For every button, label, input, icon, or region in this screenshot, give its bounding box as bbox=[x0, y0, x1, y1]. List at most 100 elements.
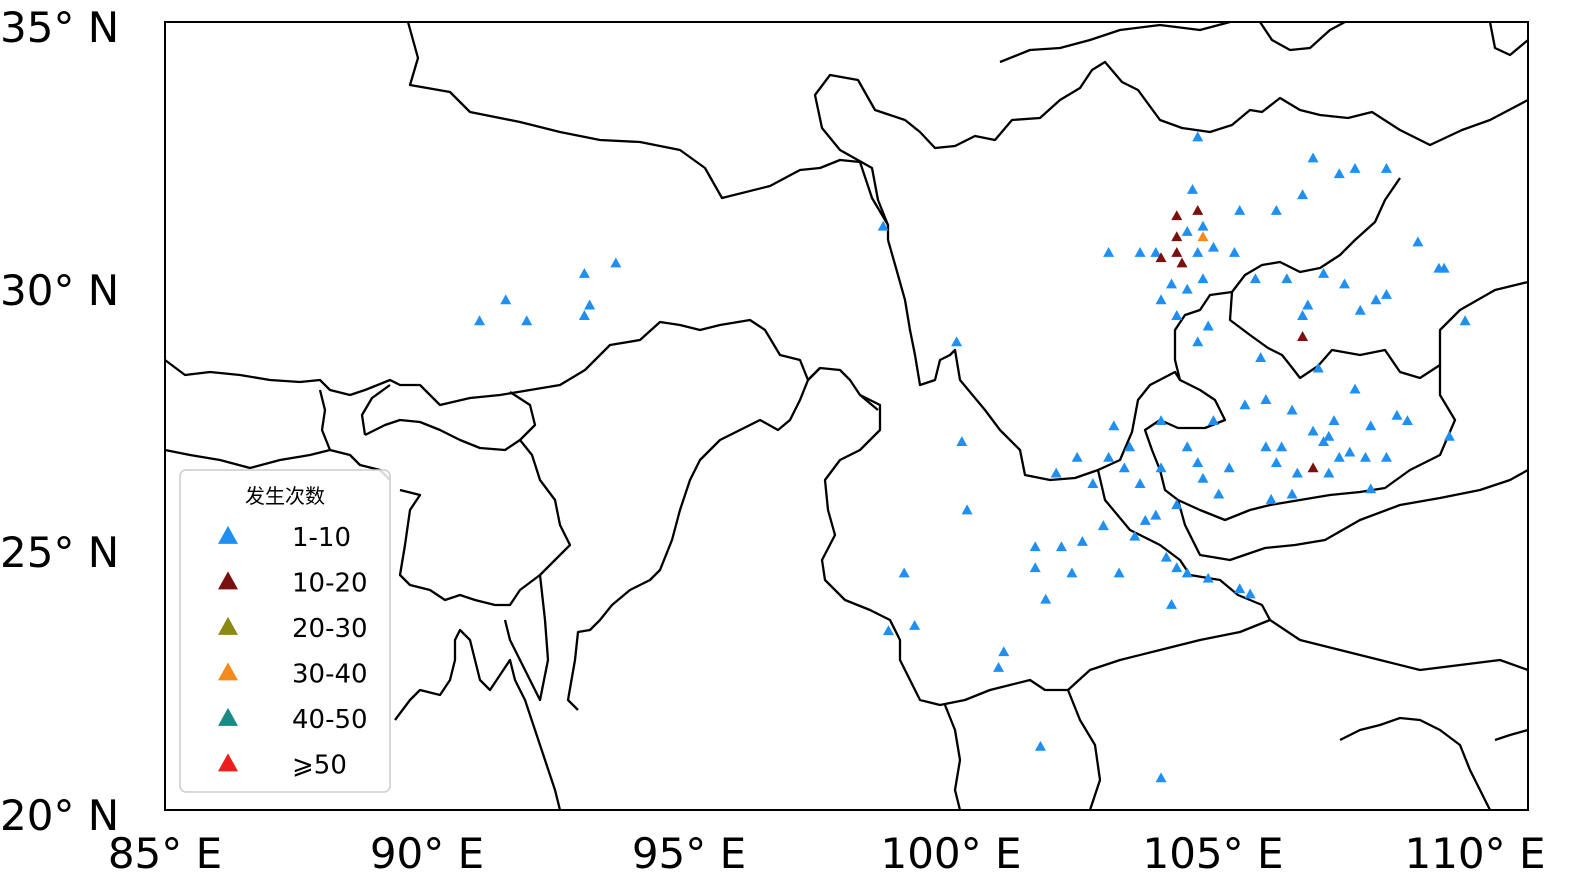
event-marker bbox=[951, 336, 963, 347]
event-marker bbox=[1202, 320, 1214, 331]
legend-item-label: 40-50 bbox=[292, 705, 368, 735]
event-marker bbox=[1192, 131, 1204, 142]
event-marker bbox=[1181, 225, 1193, 236]
triangle-icon bbox=[218, 571, 238, 590]
event-marker bbox=[1349, 162, 1361, 173]
event-marker bbox=[1171, 231, 1183, 242]
legend-item-label: ⩾50 bbox=[292, 751, 347, 781]
border-bhutan bbox=[364, 391, 537, 452]
event-marker bbox=[1202, 572, 1214, 583]
event-marker bbox=[1155, 294, 1167, 305]
triangle-icon bbox=[218, 753, 238, 772]
event-marker bbox=[1438, 262, 1450, 273]
event-marker bbox=[1297, 310, 1309, 320]
event-marker bbox=[1391, 409, 1403, 420]
event-marker bbox=[1034, 740, 1046, 751]
event-marker bbox=[1443, 430, 1455, 441]
event-marker bbox=[1171, 247, 1183, 257]
event-marker bbox=[578, 268, 590, 278]
event-marker bbox=[1186, 183, 1198, 194]
event-marker bbox=[1197, 231, 1209, 242]
border-bhutan-west bbox=[360, 384, 391, 436]
y-tick-label: 20° N bbox=[0, 791, 119, 840]
event-marker bbox=[1255, 352, 1267, 362]
event-marker bbox=[1333, 168, 1345, 179]
event-marker bbox=[1129, 530, 1141, 541]
event-marker bbox=[1150, 247, 1162, 257]
event-marker bbox=[1197, 273, 1209, 284]
event-marker bbox=[993, 662, 1005, 672]
event-marker bbox=[1181, 441, 1193, 452]
legend-box bbox=[179, 469, 391, 793]
border-north-ningxia bbox=[1259, 20, 1346, 52]
event-marker bbox=[1333, 451, 1345, 462]
event-marker bbox=[1223, 462, 1235, 473]
event-marker bbox=[1365, 420, 1377, 431]
event-marker bbox=[1166, 278, 1178, 289]
coastline-bay bbox=[394, 628, 562, 811]
event-marker bbox=[1276, 441, 1288, 452]
border-india-east bbox=[566, 379, 810, 711]
event-marker bbox=[1150, 509, 1162, 520]
x-tick-label: 105° E bbox=[1142, 829, 1283, 877]
event-marker bbox=[578, 310, 590, 320]
event-marker bbox=[1234, 583, 1246, 594]
event-marker bbox=[1281, 273, 1293, 284]
event-marker bbox=[1344, 446, 1356, 457]
event-marker bbox=[1155, 415, 1167, 426]
event-marker bbox=[1134, 478, 1146, 489]
event-marker bbox=[1197, 472, 1209, 483]
legend-item-label: 1-10 bbox=[292, 523, 351, 553]
event-marker bbox=[1323, 430, 1335, 441]
event-marker bbox=[1171, 210, 1183, 221]
border-north-east bbox=[999, 20, 1231, 64]
event-marker bbox=[1270, 204, 1282, 215]
x-tick-label: 100° E bbox=[880, 829, 1021, 877]
event-marker bbox=[1260, 441, 1272, 452]
event-marker bbox=[1113, 567, 1125, 578]
border-tibet-yunnan bbox=[886, 239, 1181, 482]
y-tick-label: 25° N bbox=[0, 528, 119, 577]
border-north-tibet bbox=[406, 21, 890, 240]
triangle-icon bbox=[218, 707, 238, 726]
event-marker bbox=[500, 294, 512, 305]
event-marker bbox=[1365, 483, 1377, 494]
event-marker bbox=[898, 567, 910, 578]
event-marker bbox=[1318, 436, 1330, 447]
data-markers bbox=[474, 131, 1471, 783]
event-marker bbox=[998, 646, 1010, 657]
legend: 发生次数 1-10 10-20 20-30 30-40 40-50 ⩾50 bbox=[179, 469, 391, 793]
event-marker bbox=[1139, 514, 1151, 525]
event-marker bbox=[1050, 467, 1062, 478]
event-marker bbox=[1244, 588, 1256, 599]
event-marker bbox=[1066, 567, 1078, 578]
boundary-lines bbox=[164, 20, 1529, 811]
event-marker bbox=[1380, 162, 1392, 173]
event-marker bbox=[1318, 268, 1330, 278]
event-marker bbox=[877, 220, 889, 231]
event-marker bbox=[1239, 399, 1251, 410]
event-marker bbox=[1380, 289, 1392, 299]
legend-items: 1-10 10-20 20-30 30-40 40-50 ⩾50 bbox=[218, 523, 368, 781]
event-marker bbox=[1176, 257, 1188, 268]
event-marker bbox=[1312, 362, 1324, 373]
event-marker bbox=[1265, 493, 1277, 504]
border-myanmar bbox=[807, 367, 879, 411]
border-north-sichuan bbox=[813, 60, 1529, 226]
event-marker bbox=[1124, 441, 1136, 452]
y-tick-label: 35° N bbox=[0, 3, 119, 52]
event-marker bbox=[1087, 478, 1099, 489]
event-marker bbox=[584, 299, 596, 310]
event-marker bbox=[1213, 488, 1225, 499]
event-marker bbox=[1234, 204, 1246, 215]
event-marker bbox=[1103, 451, 1115, 462]
event-marker bbox=[1359, 451, 1371, 462]
border-bangladesh-east bbox=[503, 574, 550, 702]
event-marker bbox=[1181, 283, 1193, 294]
event-marker bbox=[1097, 520, 1109, 531]
event-marker bbox=[1307, 462, 1319, 473]
event-marker bbox=[1370, 294, 1382, 305]
event-marker bbox=[1354, 304, 1366, 315]
border-india-left bbox=[318, 389, 332, 451]
